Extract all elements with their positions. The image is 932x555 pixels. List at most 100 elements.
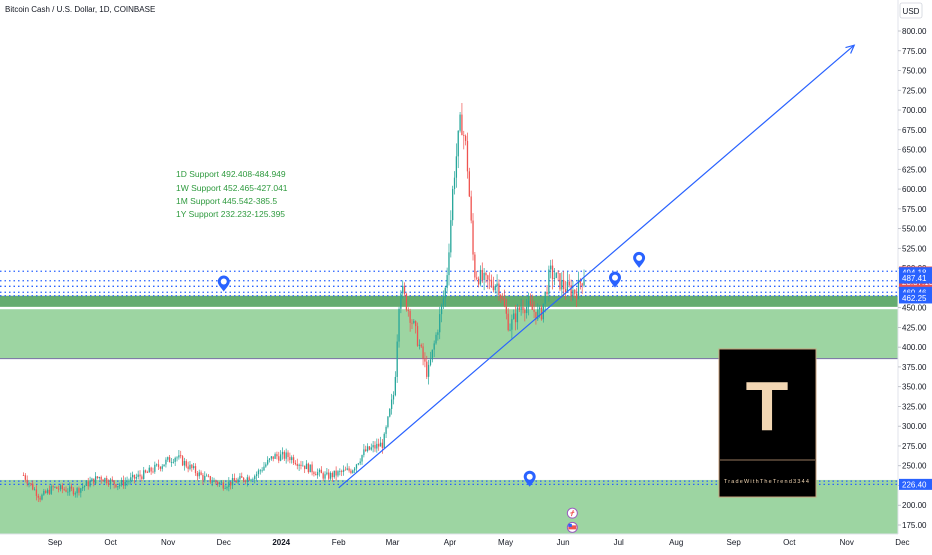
support-zone-0 [0,295,898,307]
support-1m-label: 1M Support 445.542-385.5 [176,196,277,206]
candle [107,479,110,487]
candle [141,474,143,482]
candle [41,493,43,501]
candle [30,482,32,487]
candle [220,480,223,484]
candle [357,462,359,466]
location-pin-icon[interactable] [609,271,621,288]
candle [143,466,145,480]
candle [424,352,426,368]
currency-label: USD [903,7,920,16]
candle [300,460,302,470]
candle [315,471,317,476]
candle [174,456,176,466]
candle [481,262,483,283]
candle [522,299,524,314]
candle [156,463,158,467]
candle [241,472,243,478]
price-level-tag[interactable]: 462.25 [899,292,932,304]
candle [302,461,304,467]
candle [366,443,369,453]
candle [80,487,82,498]
candle [257,468,260,479]
price-level-tag[interactable]: 487.41 [899,272,932,284]
candle [183,457,186,471]
candle [418,339,421,350]
candle [57,485,60,493]
location-pin-icon[interactable] [523,470,536,487]
candle [459,112,461,133]
candle [413,319,415,325]
candle [577,271,580,300]
candle [405,292,408,312]
candle [163,464,165,467]
y-tick-label: 800.00 [902,27,927,36]
candle [113,480,115,489]
candle [461,103,463,136]
location-pin-icon[interactable] [633,251,646,268]
candle [409,308,411,332]
candle [446,267,448,294]
candle [63,487,65,492]
candle [74,491,76,498]
event-dividend-icon[interactable] [566,507,578,519]
candle [448,243,450,286]
x-tick-label: Sep [727,538,742,547]
candle [440,303,443,323]
candle [172,458,174,464]
location-pin-icon[interactable] [217,275,230,292]
candle [278,451,280,464]
candle [561,272,563,297]
support-1d-label: 1D Support 492.408-484.949 [176,169,286,179]
candle [337,470,339,478]
candle [35,485,38,501]
candle [296,458,298,470]
candle [394,371,396,397]
candle [342,465,345,476]
candle [429,351,432,367]
candle [287,450,289,462]
candle [198,469,200,479]
candle [263,462,265,471]
time-axis[interactable]: Sep Oct Nov Dec 2024 Feb Mar Apr May Jun Jul Aug Sep… [0,533,910,550]
candle [503,289,506,308]
candle [520,298,522,316]
candle [524,307,526,322]
candle [200,470,202,476]
candle [426,355,428,380]
support-1w-label: 1W Support 452.465-427.041 [176,183,288,193]
trend-line[interactable] [338,44,855,489]
candle [102,478,104,482]
candle [82,482,84,492]
candle [383,432,385,449]
x-tick-label: Oct [783,538,796,547]
x-tick-label: Nov [840,538,854,547]
y-tick-label: 525.00 [902,244,927,253]
candle [28,481,30,488]
candle [194,463,197,476]
event-earnings-flag-icon[interactable] [566,521,578,533]
candle [152,467,154,474]
currency-button[interactable] [899,2,923,19]
candle [581,282,583,295]
candle [94,472,97,485]
candle [400,290,402,314]
candle [146,470,149,474]
y-tick-label: 175.00 [902,521,927,530]
candle [217,481,219,487]
candle [46,488,49,495]
price-level-tag-text: 462.25 [902,294,927,303]
candle [389,408,391,418]
candle [274,452,276,460]
candle [311,461,313,476]
candle [527,292,530,316]
candle [331,471,334,482]
candle [381,438,384,454]
candle [307,462,310,474]
candle [505,298,507,320]
candle [468,167,470,198]
price-axis[interactable]: USD 175.00200.00225.00250.00275.00300.00… [897,0,932,550]
candle [544,291,546,313]
price-level-tag[interactable]: 226.40 [899,478,932,490]
